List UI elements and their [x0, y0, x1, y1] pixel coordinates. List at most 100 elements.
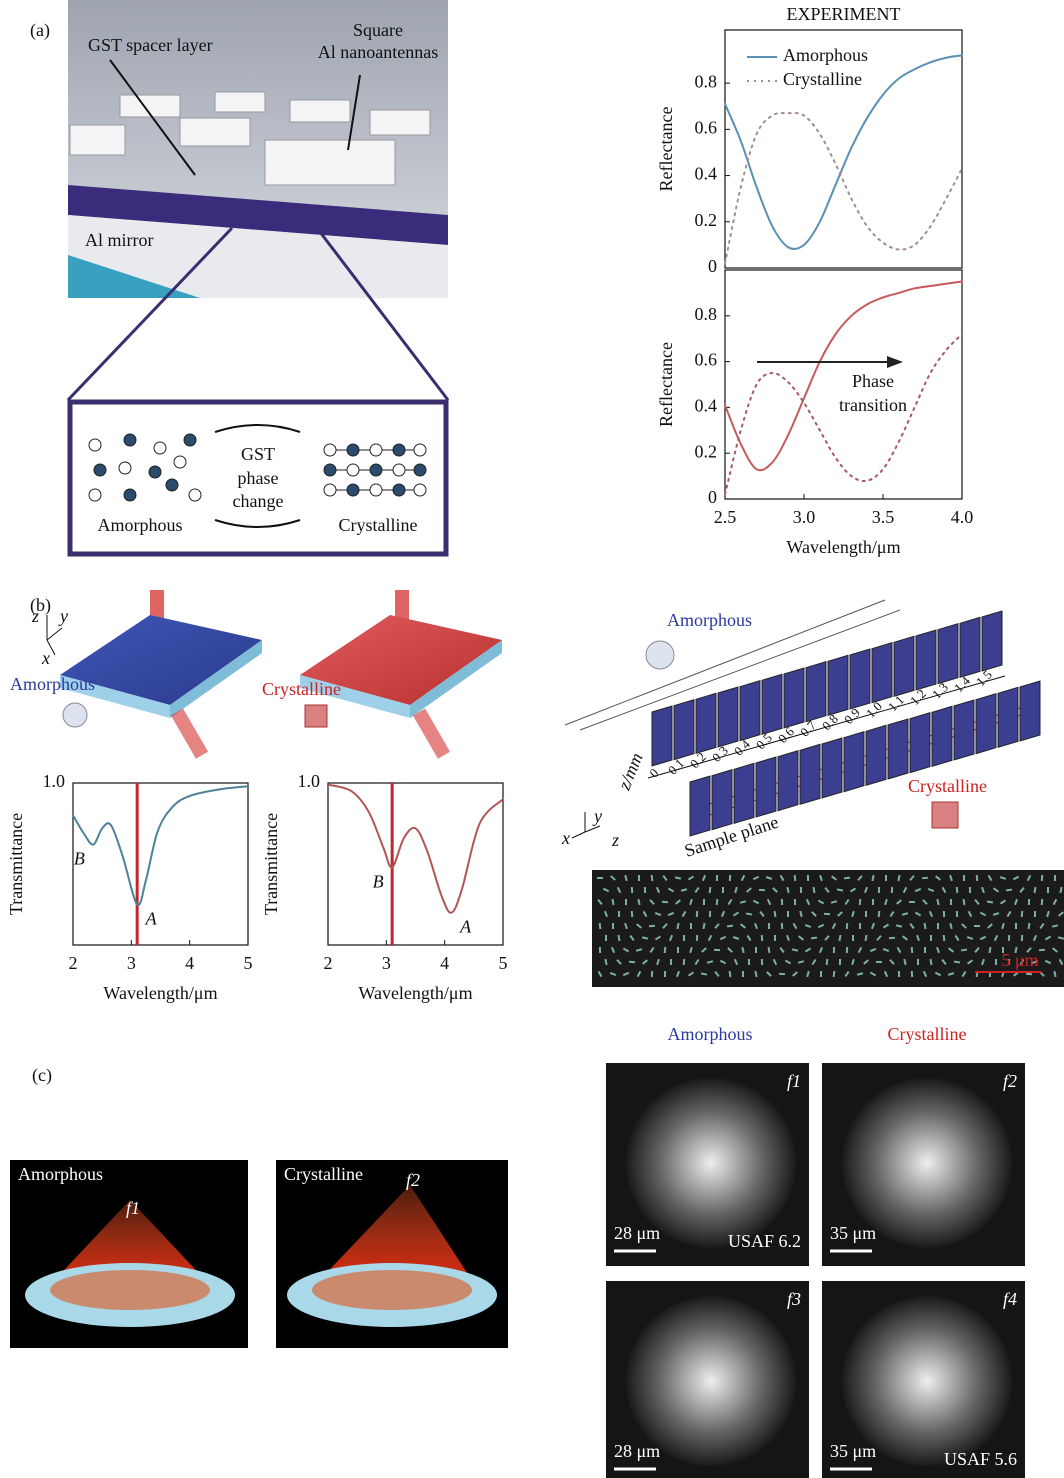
- nanoantenna: [961, 950, 967, 951]
- plate: [696, 693, 716, 753]
- nanoantenna: [977, 875, 978, 881]
- axis-label: z/mm: [613, 750, 646, 794]
- y-tick-label: 0.8: [695, 71, 718, 91]
- plate: [910, 713, 930, 773]
- nanoantenna: [800, 911, 801, 917]
- plate: [954, 700, 974, 760]
- y-tick-label: 0.6: [695, 117, 718, 137]
- nanoantenna: [600, 923, 601, 929]
- nanoantenna: [605, 959, 606, 965]
- nanoantenna: [814, 887, 815, 893]
- nanoantenna: [865, 935, 866, 941]
- plate: [756, 757, 776, 817]
- label: Amorphous: [98, 515, 183, 535]
- nanoantenna: [925, 923, 926, 929]
- plate: [888, 719, 908, 779]
- x-tick-label: 2: [69, 953, 78, 973]
- nanoantenna: [701, 973, 707, 974]
- sem-image: [592, 870, 1064, 987]
- nanoantenna: [632, 911, 633, 917]
- x-axis-label: Wavelength/μm: [786, 537, 900, 557]
- nanoantenna: [957, 887, 958, 893]
- focus-label: f1: [787, 1071, 801, 1091]
- nanoantenna: [775, 911, 776, 917]
- annotation: B: [373, 871, 384, 891]
- plate: [850, 649, 870, 709]
- scale-label: 28 μm: [614, 1223, 660, 1243]
- nanoantenna: [727, 926, 733, 927]
- x-tick-label: 2.5: [714, 507, 737, 527]
- x-tick-label: 2: [324, 953, 333, 973]
- plate: [894, 636, 914, 696]
- y-tick-label: 1.0: [43, 771, 66, 791]
- label: GST: [241, 444, 275, 464]
- y-tick-label: 0.2: [695, 210, 718, 230]
- nanoantenna: [1054, 971, 1055, 977]
- nanoantenna: [649, 926, 655, 927]
- nanoantenna: [896, 925, 902, 926]
- annotation: A: [459, 917, 472, 937]
- nanoantenna: [1022, 911, 1023, 917]
- label: Al nanoantennas: [318, 42, 438, 62]
- nanoantenna: [912, 947, 913, 953]
- series-line: [328, 785, 503, 913]
- axis-letter: z: [31, 606, 39, 626]
- chart-title: EXPERIMENT: [787, 4, 901, 24]
- nanoantenna: [703, 923, 704, 929]
- series-line: [73, 786, 248, 905]
- plate: [872, 643, 892, 703]
- nanoantenna: [922, 878, 928, 879]
- panel-label: (c): [32, 1065, 52, 1086]
- nanoantenna: [844, 878, 850, 879]
- label: Amorphous: [667, 610, 752, 630]
- label: phase: [238, 468, 279, 488]
- nanoantenna: [710, 887, 711, 893]
- target-label: USAF 5.6: [944, 1449, 1017, 1469]
- nanoantenna: [944, 935, 945, 941]
- plate: [740, 681, 760, 741]
- y-tick-label: 0.4: [695, 396, 718, 416]
- plate: [982, 611, 1002, 671]
- nanoantenna: [898, 875, 899, 881]
- annotation: B: [74, 849, 85, 869]
- nanoantenna: [879, 911, 880, 917]
- axis-letter: y: [58, 606, 68, 626]
- label: GST spacer layer: [88, 35, 213, 55]
- plot-frame: [73, 783, 248, 945]
- nanoantenna: [665, 947, 666, 953]
- lattice-icon: [305, 705, 327, 727]
- panel-c: (c) Amorphous f1 Crystalline f2 Amorphou…: [10, 1024, 1025, 1478]
- x-tick-label: 5: [244, 953, 253, 973]
- y-tick-label: 0.2: [695, 441, 718, 461]
- axis-arrow: [585, 826, 600, 832]
- label: Crystalline: [284, 1164, 363, 1184]
- nanoantenna: [931, 959, 932, 965]
- nanoantenna: [642, 937, 648, 938]
- nanoantenna: [677, 923, 678, 929]
- nanoantenna: [762, 935, 763, 941]
- label: f2: [406, 1170, 420, 1190]
- y-tick-label: 0.6: [695, 350, 718, 370]
- scale-label: 28 μm: [614, 1441, 660, 1461]
- nanoantenna: [811, 938, 817, 939]
- label: Amorphous: [18, 1164, 103, 1184]
- plate: [718, 687, 738, 747]
- nanoantenna: [769, 947, 770, 953]
- focus-label: f2: [1003, 1071, 1017, 1091]
- nanoantenna: [964, 899, 965, 905]
- label: Amorphous: [10, 674, 95, 694]
- focus-label: f4: [1003, 1289, 1017, 1309]
- y-axis-label: Transmittance: [261, 813, 281, 915]
- nanoantenna: [837, 889, 843, 890]
- nanoantenna: [636, 949, 642, 950]
- nanoantenna: [989, 947, 990, 953]
- plate: [784, 668, 804, 728]
- nanoantenna: [742, 947, 743, 953]
- plate: [674, 700, 694, 760]
- y-axis-label: Reflectance: [656, 342, 676, 427]
- x-tick-label: 3: [382, 953, 391, 973]
- column-header: Crystalline: [888, 1024, 967, 1044]
- nanoantenna: [1060, 887, 1061, 893]
